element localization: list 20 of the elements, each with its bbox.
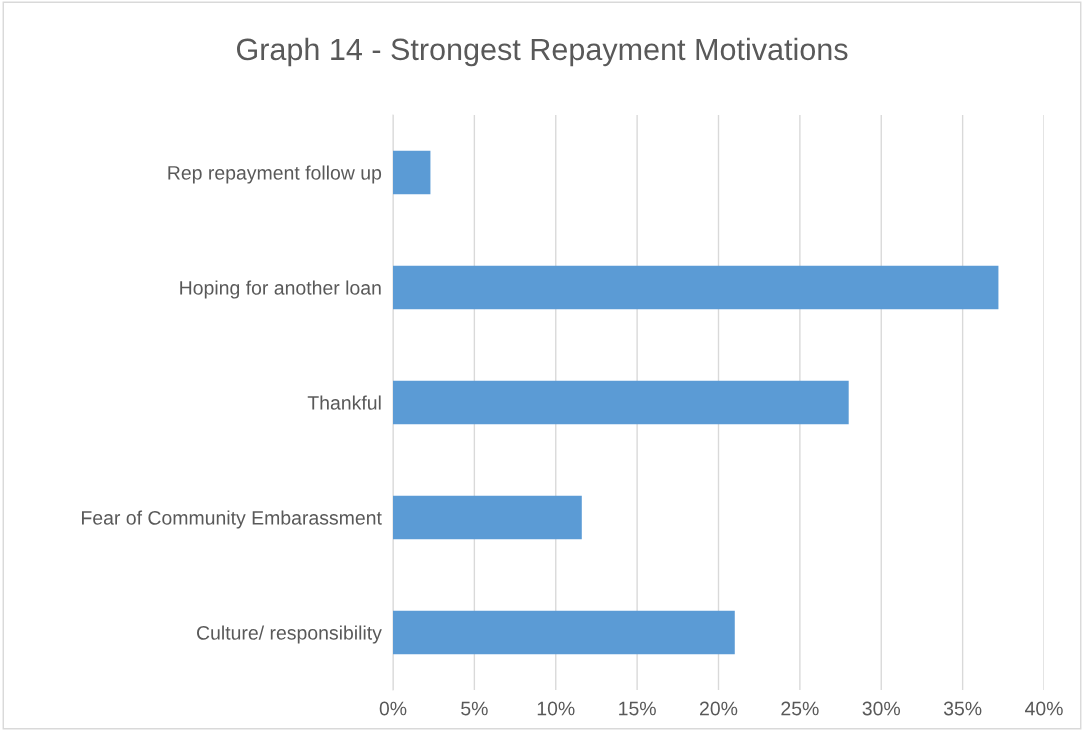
y-tick-label: Fear of Community Embarassment: [82, 510, 382, 529]
bar: [393, 610, 735, 655]
x-tick-label: 20%: [700, 701, 738, 716]
x-tick-label: 10%: [537, 701, 575, 716]
x-tick-label: 25%: [781, 701, 819, 716]
y-tick-label: Rep repayment follow up: [168, 165, 382, 184]
bar: [393, 265, 999, 310]
bar: [393, 150, 431, 195]
y-tick-label: Thankful: [307, 395, 381, 410]
x-tick-label: 0%: [379, 701, 407, 716]
x-tick-label: 5%: [461, 701, 488, 716]
bar: [393, 380, 849, 425]
bar: [393, 495, 582, 540]
y-tick-label: Culture/ responsibility: [197, 625, 382, 644]
x-tick-label: 30%: [862, 701, 901, 716]
x-tick-label: 35%: [943, 701, 982, 716]
x-tick-label: 15%: [619, 701, 656, 716]
chart-title: Graph 14 - Strongest Repayment Motivations: [237, 37, 848, 67]
y-tick-label: Hoping for another loan: [180, 280, 381, 299]
x-tick-label: 40%: [1024, 701, 1063, 716]
